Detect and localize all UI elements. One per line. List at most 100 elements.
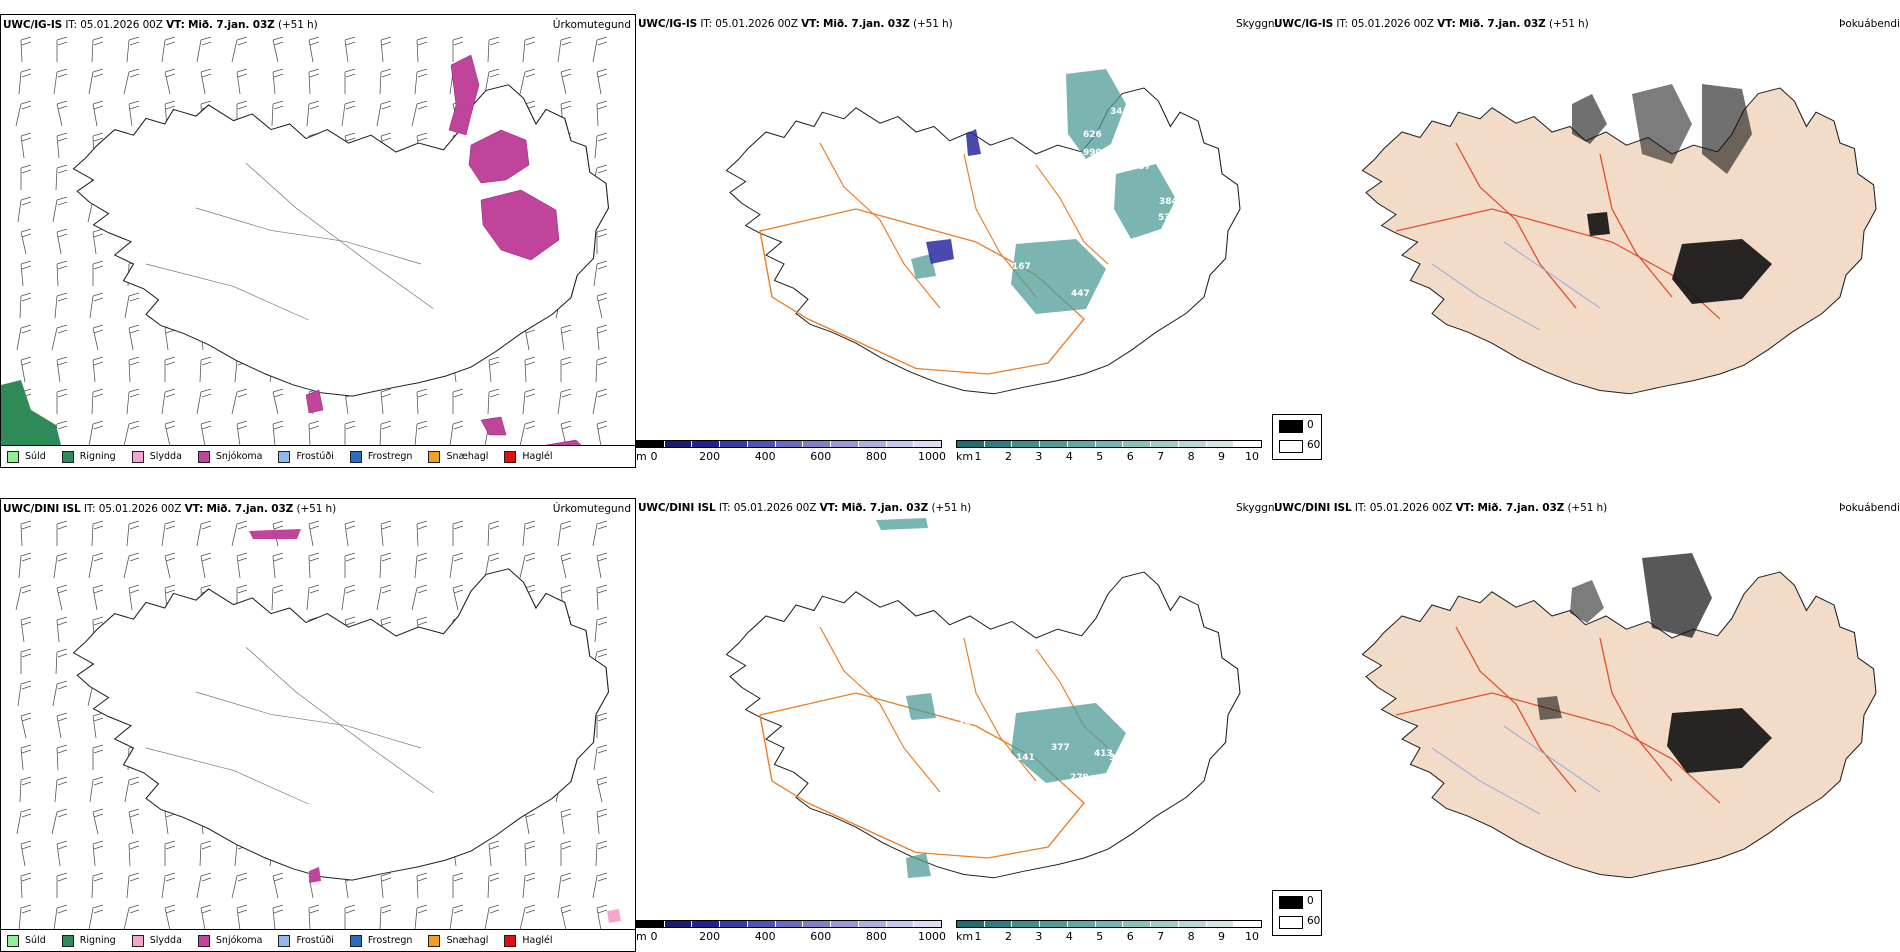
visibility-label: 413 [1094,749,1113,759]
colorbar-tick: 8 [1187,930,1195,943]
colorbar-segment [747,441,776,447]
legend-label: Frostúði [296,451,334,462]
legend-item-slydda: Slydda [131,450,182,463]
fog-shading [1537,553,1772,773]
visibility-label: 377 [1051,743,1070,753]
visibility-label: 266 [952,721,971,731]
colorbar-segment [720,441,748,447]
colorbar-segment [637,921,665,927]
fog-legend: 0 60 [1272,414,1322,460]
panel-fog-indicator-row2: UWC/DINI ISL IT: 05.01.2026 00Z VT: Mið.… [1272,498,1900,950]
colorbar-segment [957,921,985,927]
legend-item-slydda: Slydda [131,934,182,947]
colorbar-segment [692,921,721,927]
colorbar-segment [984,441,1013,447]
colorbar-tick: 1000 [918,450,946,463]
variable-name: Skyggni [1236,502,1278,514]
visibility-label: 98 [943,389,956,399]
colorbar-segment [984,921,1013,927]
visibility-label: 1318 [1120,257,1145,267]
fog-legend-label: 60 [1307,439,1321,451]
snow-areas [249,529,621,923]
fog-legend-label: 0 [1307,895,1314,907]
visibility-label: 447 [1071,289,1090,299]
legend-swatch [61,934,74,947]
legend-item-súld: Súld [7,450,46,463]
fog-legend: 0 60 [1272,890,1322,936]
legend-item-snæhagl: Snæhagl [428,934,489,947]
legend-label: Snæhagl [446,935,489,946]
colorbar-tick: 1 [974,930,982,943]
colorbar-tick: 10 [1245,930,1259,943]
legend-label: Snjókoma [215,451,263,462]
colorbar-segment [1151,921,1179,927]
legend-item-snæhagl: Snæhagl [428,450,489,463]
legend-swatch [197,450,210,463]
legend-label: Slydda [149,935,182,946]
colorbar-segment [1178,441,1207,447]
legend-swatch [278,450,291,463]
fog-areas [876,518,1126,878]
legend-item-frostúði: Frostúði [278,934,334,947]
colorbar-tick: 800 [865,930,887,943]
legend-item-snjókoma: Snjókoma [197,450,263,463]
panel-header: UWC/IG-IS IT: 05.01.2026 00Z VT: Mið. 7.… [1274,18,1589,30]
legend-label: Snæhagl [446,451,489,462]
legend-label: Súld [25,451,46,462]
legend-item-súld: Súld [7,934,46,947]
colorbar-segment [1095,441,1124,447]
colorbar-segment [1123,921,1152,927]
legend-swatch [7,450,19,463]
precip-type-legend: Súld Rigning Slydda Snjókoma Frostúði Frostre… [1,929,635,951]
colorbar-segment [914,441,942,447]
colorbar-tick: 4 [1065,930,1073,943]
visibility-label: 32 [1127,723,1140,733]
terrain-colorbar: m 0 200 400 600 800 1000 [636,440,948,468]
colorbar-segment [1206,921,1235,927]
colorbar-segment [1040,921,1068,927]
colorbar-segment [1234,441,1262,447]
colorbar-segment [1151,441,1179,447]
colorbar-tick: 3 [1035,450,1043,463]
colorbar-segment [1012,921,1041,927]
terrain-colorbar: m 0 200 400 600 800 1000 [636,920,948,948]
colorbar-segment [775,441,804,447]
legend-label: Rigning [79,935,116,946]
legend-swatch [428,450,441,463]
legend-label: Haglél [522,451,553,462]
colorbar-segment [1123,441,1152,447]
colorbar-tick: 800 [865,450,887,463]
colorbar-segment [886,921,915,927]
colorbar-tick: 5 [1096,930,1104,943]
legend-swatch [349,450,362,463]
legend-swatch [504,934,517,947]
panel-header: UWC/IG-IS IT: 05.01.2026 00Z VT: Mið. 7.… [3,19,318,31]
legend-swatch [349,934,362,947]
legend-label: Súld [25,935,46,946]
colorbar-segment [1234,921,1262,927]
visibility-label: 837 [1132,162,1151,172]
precip-type-map [15,520,621,929]
panel-precip-type-row2: UWC/DINI ISL IT: 05.01.2026 00Z VT: Mið.… [0,498,636,952]
legend-item-snjókoma: Snjókoma [197,934,262,947]
fog-indicator-map [1361,84,1877,395]
panel-precip-type-row1: UWC/IG-IS IT: 05.01.2026 00Z VT: Mið. 7.… [0,14,636,468]
precip-type-legend: Súld Rigning Slydda Snjókoma Frostúði Frostre… [1,445,635,467]
colorbar-segment [1040,441,1068,447]
colorbar-segment [803,921,832,927]
precip-type-map [1,36,610,445]
visibility-label: 990 [1083,148,1102,158]
visibility-label: 536 [1158,213,1177,223]
variable-name: Skyggni [1236,18,1278,30]
visibility-label: 3 [906,717,912,727]
colorbar-segment [1206,441,1235,447]
legend-swatch [278,934,291,947]
colorbar-tick: 0 [650,930,658,943]
colorbar-tick: 200 [699,930,721,943]
colorbar-segment [886,441,915,447]
fog-shading [1572,84,1772,304]
rain-area [1,380,61,445]
colorbar-segment [720,921,748,927]
colorbar-segment [957,441,985,447]
visibility-label: 334 [1126,237,1145,247]
